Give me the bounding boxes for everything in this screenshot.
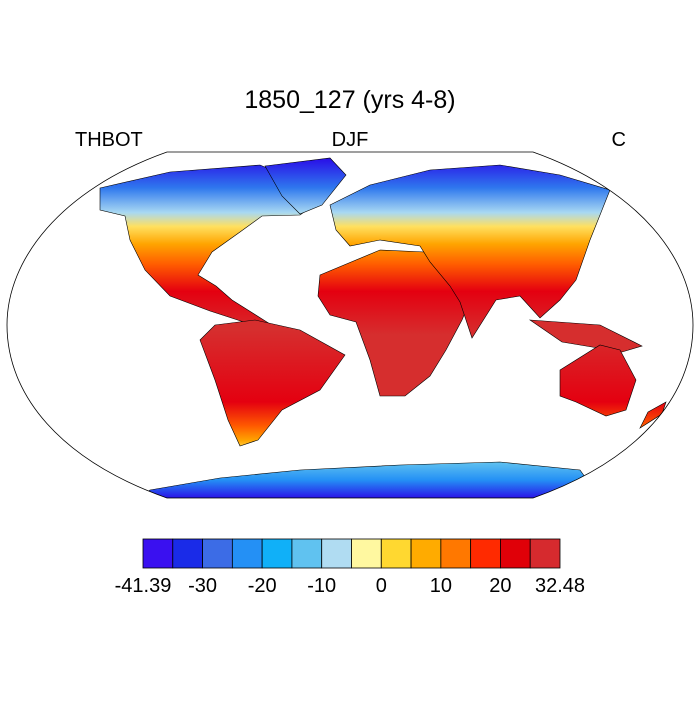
colorbar-box — [380, 538, 412, 569]
colorbar-tick-label: -30 — [188, 575, 217, 597]
australia — [559, 344, 637, 417]
colorbar-box — [410, 538, 442, 569]
colorbar-box — [261, 538, 293, 569]
colorbar-tick-label: -10 — [307, 575, 336, 597]
colorbar-box — [351, 538, 382, 569]
colorbar-box — [529, 538, 561, 569]
colorbar-box — [142, 538, 174, 569]
greenland — [264, 157, 347, 215]
season-label: DJF — [332, 129, 369, 151]
colorbar-box — [231, 538, 263, 569]
colorbar-tick-label: -20 — [248, 575, 277, 597]
continents — [99, 157, 667, 498]
eurasia — [329, 164, 611, 339]
colorbar-tick-label: 10 — [430, 575, 452, 597]
colorbar-tick-label: 0 — [376, 575, 387, 597]
colorbar-box — [321, 538, 352, 569]
south-america — [199, 319, 346, 447]
colorbar-tick-label: -41.39 — [115, 575, 172, 597]
maritime-asia — [528, 319, 643, 353]
colorbar-box — [172, 538, 203, 569]
colorbar-tick-label: 32.48 — [535, 575, 585, 597]
colorbar-box — [500, 538, 531, 569]
colorbar-box — [202, 538, 233, 569]
colorbar-box — [470, 538, 501, 569]
map-title: 1850_127 (yrs 4-8) — [244, 86, 455, 114]
units-label: C — [612, 129, 626, 151]
map-outline — [6, 151, 694, 499]
colorbar-tick-label: 20 — [489, 575, 511, 597]
colorbar-box — [291, 538, 323, 569]
colorbar-box — [440, 538, 472, 569]
colorbar: -41.39 -30 -20 -10 0 10 20 32.48 — [115, 538, 585, 597]
antarctica — [139, 461, 601, 498]
variable-label: THBOT — [75, 129, 143, 151]
